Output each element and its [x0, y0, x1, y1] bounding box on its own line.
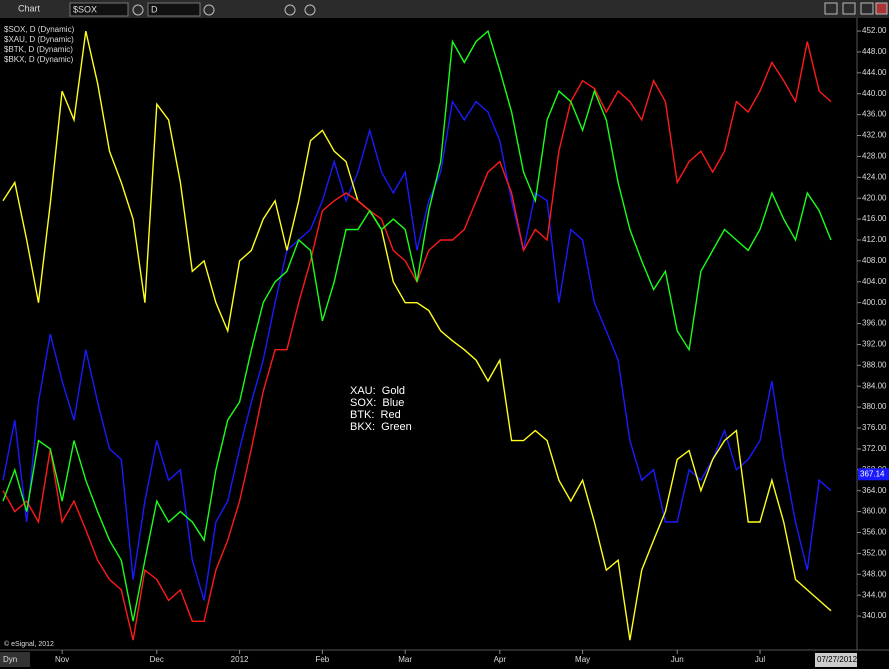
y-tick-label: 364.00 [862, 486, 887, 495]
y-tick-label: 436.00 [862, 110, 887, 119]
y-tick-label: 376.00 [862, 423, 887, 432]
legend-entry: $XAU, D (Dynamic) [4, 35, 74, 44]
x-tick-label: May [575, 655, 590, 664]
window-title: Chart [18, 3, 41, 13]
x-tick-label: Apr [494, 655, 507, 664]
legend-entry: $BKX, D (Dynamic) [4, 55, 74, 64]
annotation: BKX: Green [350, 421, 412, 433]
date: 07/27/2012 [817, 655, 858, 664]
y-tick-label: 444.00 [862, 68, 887, 77]
y-tick-label: 388.00 [862, 360, 887, 369]
interval-box[interactable] [147, 2, 201, 17]
y-tick-label: 380.00 [862, 402, 887, 411]
series-line [2, 29, 832, 622]
symbol-box[interactable] [69, 2, 129, 17]
y-tick-label: 352.00 [862, 548, 887, 557]
x-tick-label: Jul [755, 655, 765, 664]
annotation: XAU: Gold [350, 385, 405, 397]
y-tick-label: 416.00 [862, 214, 887, 223]
y-tick-label: 344.00 [862, 590, 887, 599]
series-line [2, 99, 832, 601]
mode: Dyn [3, 655, 17, 664]
y-tick-label: 404.00 [862, 277, 887, 286]
x-tick-label: Mar [398, 655, 412, 664]
y-tick-label: 452.00 [862, 26, 887, 35]
y-tick-label: 408.00 [862, 256, 887, 265]
legend-entry: $BTK, D (Dynamic) [4, 45, 73, 54]
copyright: © eSignal, 2012 [4, 640, 54, 648]
y-tick-label: 424.00 [862, 172, 887, 181]
y-tick-label: 396.00 [862, 319, 887, 328]
y-tick-label: 400.00 [862, 298, 887, 307]
annotation: BTK: Red [350, 409, 401, 421]
interval: D [151, 4, 158, 14]
last-value-box [858, 468, 889, 481]
x-tick-label: Dec [150, 655, 164, 664]
date-box [815, 653, 857, 667]
y-tick-label: 420.00 [862, 193, 887, 202]
y-tick-label: 428.00 [862, 152, 887, 161]
series-line [2, 30, 832, 641]
y-tick-label: 440.00 [862, 89, 887, 98]
y-tick-label: 360.00 [862, 507, 887, 516]
annotation: SOX: Blue [350, 397, 404, 409]
x-tick-label: Feb [315, 655, 329, 664]
toolbar [0, 0, 889, 18]
y-tick-label: 448.00 [862, 47, 887, 56]
y-tick-label: 340.00 [862, 611, 887, 620]
x-tick-label: Jun [671, 655, 684, 664]
y-tick-label: 432.00 [862, 131, 887, 140]
y-tick-label: 356.00 [862, 528, 887, 537]
mode-box[interactable] [0, 652, 30, 667]
symbol: $SOX [73, 4, 97, 14]
y-tick-label: 348.00 [862, 569, 887, 578]
y-tick-label: 384.00 [862, 381, 887, 390]
x-tick-label: 2012 [231, 655, 249, 664]
toolbar-icons[interactable] [132, 2, 888, 16]
x-tick-label: Nov [55, 655, 69, 664]
legend-entry: $SOX, D (Dynamic) [4, 25, 75, 34]
y-tick-label: 392.00 [862, 340, 887, 349]
y-tick-label: 372.00 [862, 444, 887, 453]
y-tick-label: 412.00 [862, 235, 887, 244]
last-value-label: 367.14 [860, 469, 885, 478]
